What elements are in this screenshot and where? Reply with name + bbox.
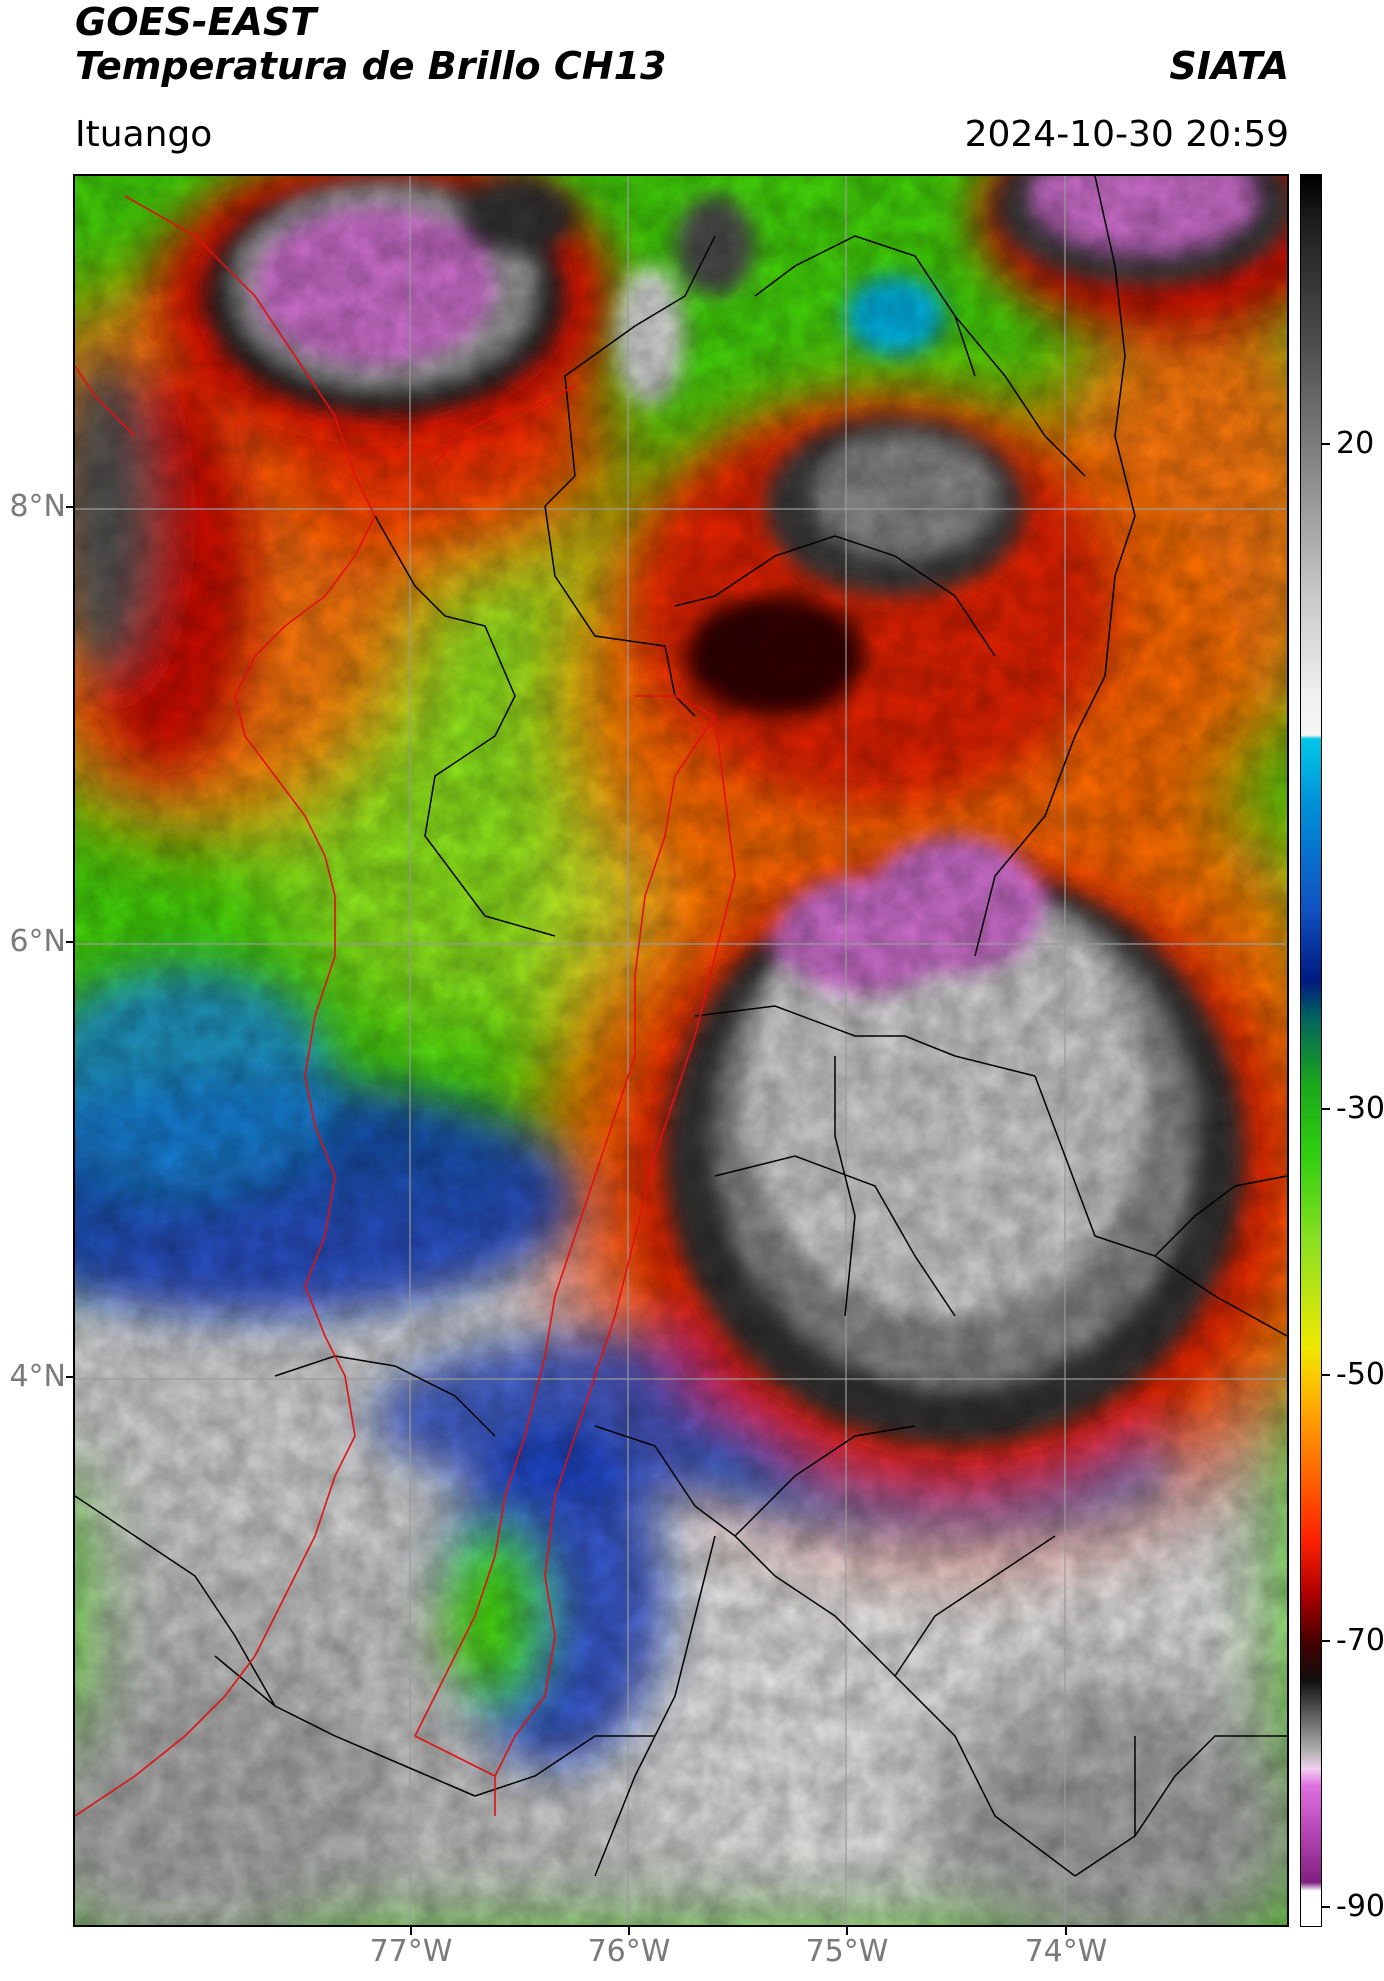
product-title: Temperatura de Brillo CH13 [75, 44, 667, 88]
lat-label-8n: 8°N [9, 489, 66, 524]
coastline [75, 195, 736, 1817]
colorbar-tick-minus90 [1322, 1906, 1330, 1908]
colorbar-label-minus90: -90 [1336, 1889, 1384, 1924]
satellite-map[interactable] [73, 174, 1289, 1927]
colorbar-tick-minus50 [1322, 1374, 1330, 1376]
lon-tick-74w [1065, 1927, 1067, 1935]
lon-tick-75w [846, 1927, 848, 1935]
graticule [75, 176, 1287, 1925]
colorbar-tick-minus30 [1322, 1108, 1330, 1110]
lat-label-4n: 4°N [9, 1359, 66, 1394]
colorbar-label-20: 20 [1336, 426, 1375, 461]
colorbar-label-minus50: -50 [1336, 1357, 1384, 1392]
lat-tick-6n [66, 941, 74, 943]
colorbar-label-minus70: -70 [1336, 1623, 1384, 1658]
lat-label-6n: 6°N [9, 924, 66, 959]
colorbar-tick-minus70 [1322, 1640, 1330, 1642]
satellite-title: GOES-EAST [75, 0, 317, 44]
agency-title: SIATA [1169, 44, 1289, 88]
lon-label-75w: 75°W [805, 1934, 889, 1969]
lat-tick-8n [66, 506, 74, 508]
datetime-label: 2024-10-30 20:59 [964, 114, 1289, 155]
admin-borders [75, 176, 1287, 1877]
colorbar-tick-20 [1322, 443, 1330, 445]
lon-label-76w: 76°W [587, 1934, 671, 1969]
colorbar [1300, 174, 1322, 1927]
colorbar-label-minus30: -30 [1336, 1091, 1384, 1126]
lat-tick-4n [66, 1376, 74, 1378]
lon-label-77w: 77°W [369, 1934, 453, 1969]
lon-tick-76w [628, 1927, 630, 1935]
lon-tick-77w [410, 1927, 412, 1935]
location-label: Ituango [75, 114, 213, 155]
brightness-temperature-field [75, 176, 1287, 1925]
lon-label-74w: 74°W [1024, 1934, 1108, 1969]
